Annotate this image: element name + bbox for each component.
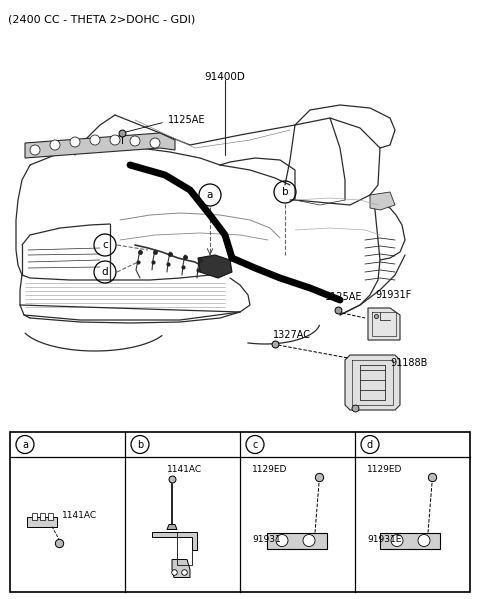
Circle shape <box>70 137 80 147</box>
Text: 1327AC: 1327AC <box>273 330 311 340</box>
Circle shape <box>391 534 403 546</box>
Circle shape <box>90 135 100 145</box>
Polygon shape <box>25 133 175 158</box>
Text: 91931F: 91931F <box>375 290 411 300</box>
Text: b: b <box>282 187 288 197</box>
Text: c: c <box>252 440 258 449</box>
Circle shape <box>130 136 140 146</box>
Bar <box>48 513 53 519</box>
Text: a: a <box>207 190 213 200</box>
Bar <box>40 513 45 519</box>
Polygon shape <box>267 533 327 549</box>
Text: 1129ED: 1129ED <box>367 465 402 474</box>
Text: 1125AE: 1125AE <box>325 292 362 302</box>
Bar <box>10 432 470 592</box>
Bar <box>32 513 37 519</box>
Polygon shape <box>167 525 177 530</box>
Text: c: c <box>102 240 108 250</box>
Polygon shape <box>172 559 190 577</box>
Text: 1125AE: 1125AE <box>168 115 205 125</box>
Circle shape <box>303 534 315 546</box>
Text: a: a <box>22 440 28 449</box>
Text: b: b <box>137 440 143 449</box>
Polygon shape <box>345 355 400 410</box>
Circle shape <box>150 138 160 148</box>
Circle shape <box>110 135 120 145</box>
Text: 91931E: 91931E <box>367 534 401 543</box>
Text: d: d <box>102 267 108 277</box>
Circle shape <box>50 140 60 150</box>
Polygon shape <box>368 308 400 340</box>
Polygon shape <box>27 516 57 527</box>
Text: 91400D: 91400D <box>204 72 245 82</box>
Circle shape <box>30 145 40 155</box>
Text: 1141AC: 1141AC <box>167 465 202 474</box>
Text: 1141AC: 1141AC <box>62 510 97 519</box>
Text: d: d <box>367 440 373 449</box>
Text: 91188B: 91188B <box>390 358 427 368</box>
Polygon shape <box>370 192 395 210</box>
Polygon shape <box>198 255 232 278</box>
Text: 91931: 91931 <box>252 534 281 543</box>
Circle shape <box>418 534 430 546</box>
Text: 1129ED: 1129ED <box>252 465 288 474</box>
Polygon shape <box>380 533 440 549</box>
Polygon shape <box>152 531 197 549</box>
Text: (2400 CC - THETA 2>DOHC - GDI): (2400 CC - THETA 2>DOHC - GDI) <box>8 14 195 24</box>
Circle shape <box>276 534 288 546</box>
